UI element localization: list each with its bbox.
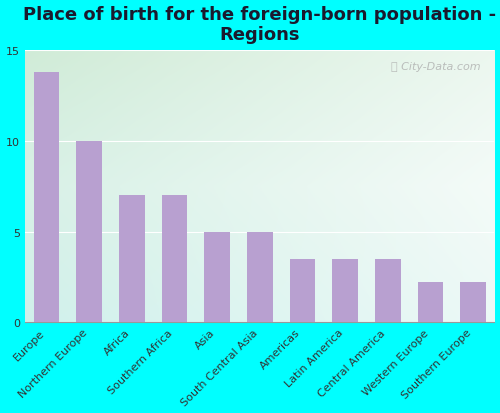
Text: ⦿ City-Data.com: ⦿ City-Data.com: [390, 62, 480, 72]
Bar: [290, 259, 315, 323]
Bar: [76, 142, 102, 323]
Bar: [204, 232, 230, 323]
Bar: [34, 73, 59, 323]
Bar: [332, 259, 358, 323]
Title: Place of birth for the foreign-born population -
Regions: Place of birth for the foreign-born popu…: [23, 5, 496, 44]
Bar: [375, 259, 400, 323]
Bar: [119, 196, 144, 323]
Bar: [418, 282, 443, 323]
Bar: [247, 232, 272, 323]
Bar: [162, 196, 187, 323]
Bar: [460, 282, 486, 323]
